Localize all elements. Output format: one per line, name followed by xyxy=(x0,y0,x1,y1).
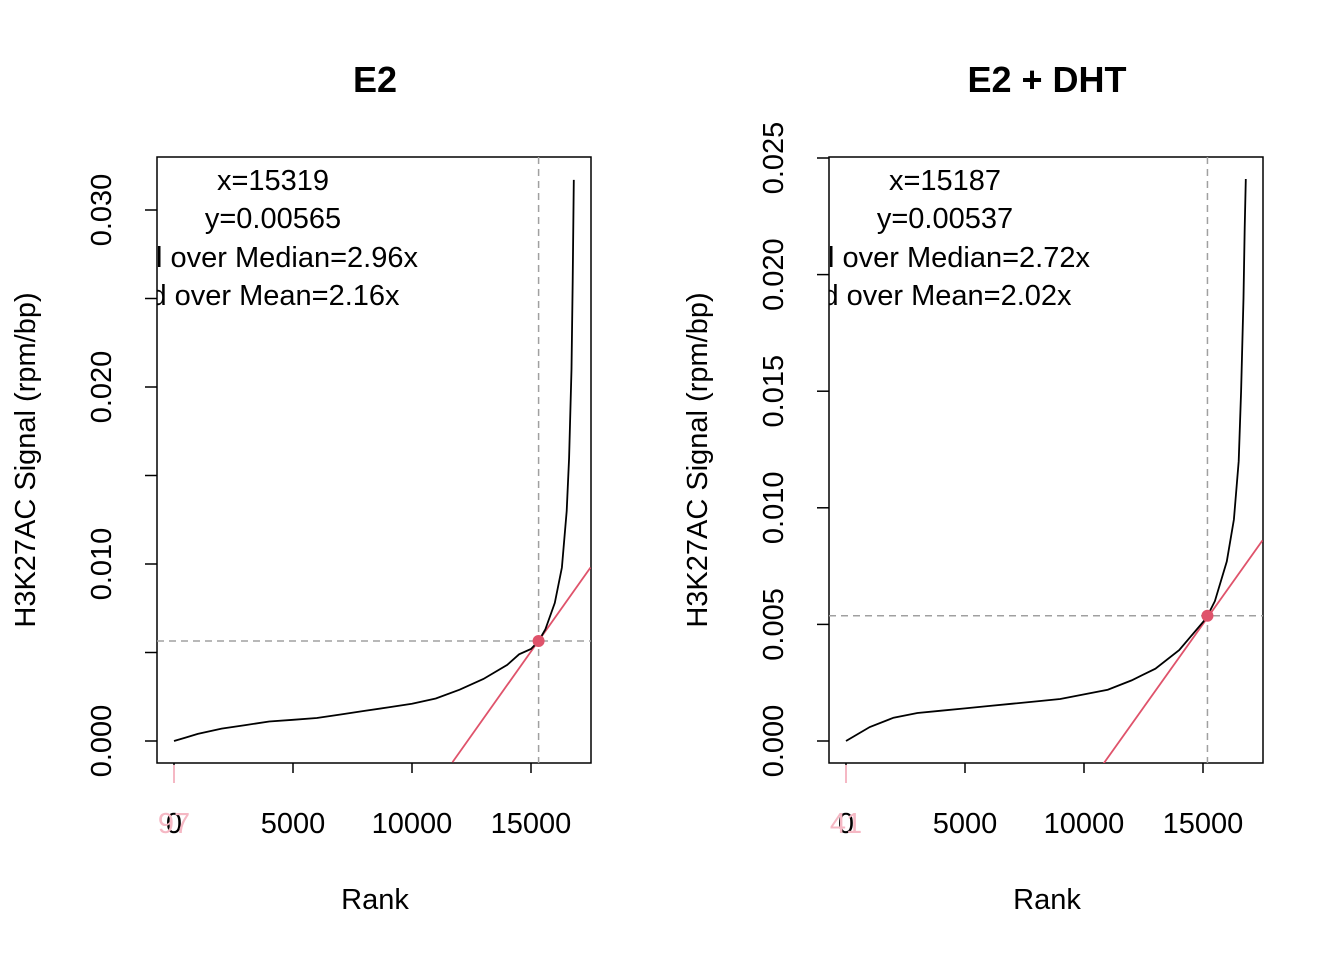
chart-2-annotation: l over Median=2.72x xyxy=(828,242,1090,274)
chart-1-title: E2 xyxy=(353,59,397,100)
chart-1-annotation: x=15319 xyxy=(217,165,329,197)
chart-1-annotation: l over Median=2.96x xyxy=(156,242,418,274)
chart-1-x-tick-label: 10000 xyxy=(372,808,453,840)
chart-1-x-axis-label: Rank xyxy=(341,884,409,916)
chart-1-signal-curve xyxy=(173,179,575,742)
chart-1-annotation: y=0.00565 xyxy=(205,203,341,235)
chart-2-x-tick-label: 5000 xyxy=(933,808,998,840)
chart-2-y-tick-label: 0.005 xyxy=(758,588,790,661)
chart-1-y-tick-label: 0.010 xyxy=(86,528,118,601)
chart-2-signal-curve xyxy=(845,178,1247,742)
chart-1-cutoff-point xyxy=(532,634,545,647)
chart-1-tangent-line xyxy=(451,567,591,763)
chart-2-y-tick-label: 0.020 xyxy=(758,238,790,311)
chart-1-x-tick-label: 5000 xyxy=(261,808,326,840)
chart-2-plot-frame xyxy=(828,156,1264,764)
chart-2-x-tick-label: 10000 xyxy=(1044,808,1125,840)
chart-2-annotation: d over Mean=2.02x xyxy=(822,280,1072,312)
chart-2-y-tick-label: 0.000 xyxy=(758,705,790,778)
chart-2-annotation: y=0.00537 xyxy=(877,203,1013,235)
chart-1-y-tick-label: 0.000 xyxy=(86,705,118,778)
chart-1-x-tick-label: 15000 xyxy=(491,808,572,840)
chart-2-title: E2 + DHT xyxy=(967,59,1126,100)
chart-2-y-tick-label: 0.015 xyxy=(758,355,790,428)
chart-1-y-tick-label: 0.030 xyxy=(86,174,118,247)
chart-2-x-tick-label: 15000 xyxy=(1163,808,1244,840)
chart-2-y-tick-label: 0.010 xyxy=(758,472,790,545)
chart-1-y-axis-label: H3K27AC Signal (rpm/bp) xyxy=(10,292,42,627)
chart-1-rug-marker-label: 97 xyxy=(158,808,190,840)
chart-1-x-tick-label: 0 xyxy=(166,808,182,840)
chart-2-y-axis-label: H3K27AC Signal (rpm/bp) xyxy=(682,292,714,627)
chart-2-tangent-line xyxy=(1102,539,1263,763)
chart-2-rug-marker-label: 41 xyxy=(830,808,862,840)
chart-2-cutoff-point xyxy=(1201,609,1214,622)
chart-2-x-tick-label: 0 xyxy=(838,808,854,840)
chart-2-x-axis-label: Rank xyxy=(1013,884,1081,916)
chart-1-y-tick-label: 0.020 xyxy=(86,351,118,424)
chart-1-plot-frame xyxy=(156,156,592,764)
chart-1-annotation: d over Mean=2.16x xyxy=(150,280,400,312)
chart-2-annotation: x=15187 xyxy=(889,165,1001,197)
chart-2-y-tick-label: 0.025 xyxy=(758,122,790,195)
